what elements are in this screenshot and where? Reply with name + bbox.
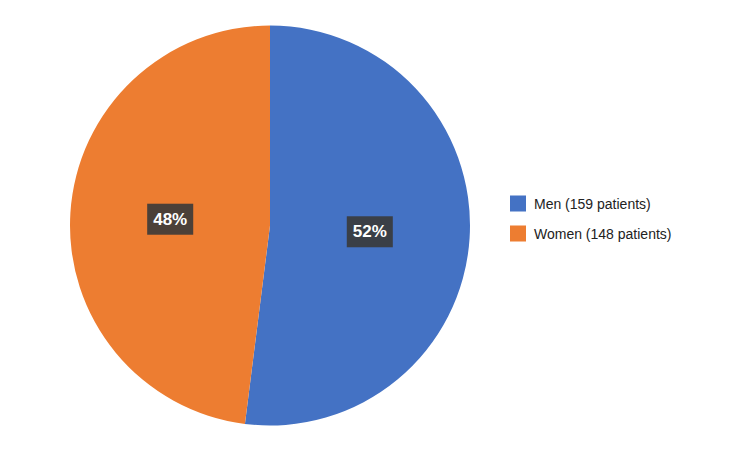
- data-label: 52%: [347, 216, 393, 247]
- legend-label: Women (148 patients): [534, 226, 671, 242]
- legend-item: Men (159 patients): [510, 196, 651, 212]
- data-label: 48%: [147, 204, 193, 235]
- legend-label: Men (159 patients): [534, 196, 651, 212]
- legend-item: Women (148 patients): [510, 226, 671, 242]
- data-label-text: 48%: [153, 210, 187, 229]
- legend-swatch: [510, 226, 526, 242]
- pie-slice: [245, 26, 470, 426]
- data-label-text: 52%: [353, 222, 387, 241]
- data-label-box: [147, 204, 193, 235]
- data-labels: 52% 48%: [147, 204, 393, 248]
- pie: [70, 26, 470, 426]
- legend-swatch: [510, 196, 526, 212]
- pie-slice: [70, 26, 270, 424]
- data-label-box: [347, 216, 393, 247]
- chart: 52% 48% Men (159 patients) Women (148 patie…: [0, 0, 752, 451]
- legend: Men (159 patients) Women (148 patients): [510, 196, 671, 242]
